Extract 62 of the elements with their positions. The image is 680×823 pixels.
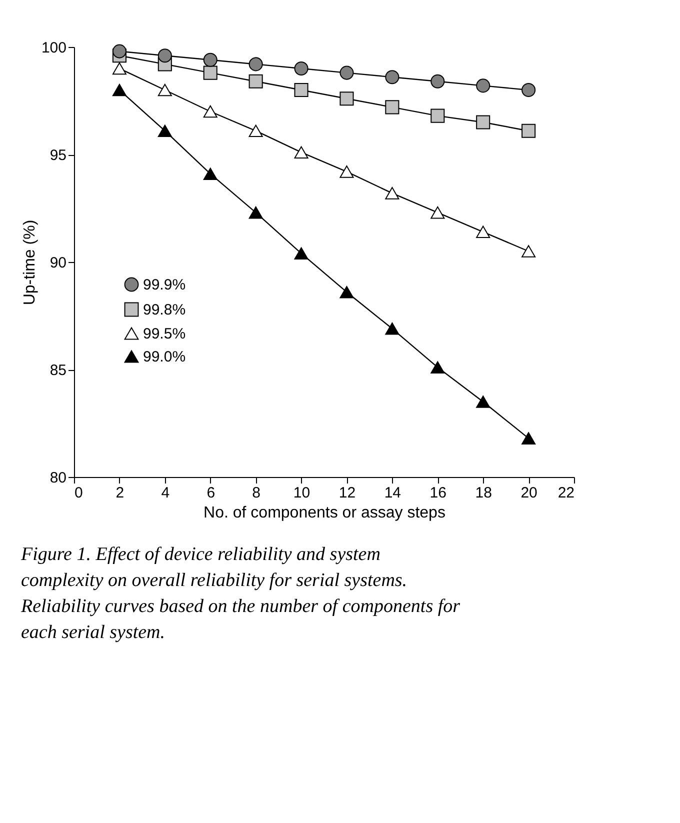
- point: [430, 74, 445, 88]
- point: [340, 92, 354, 106]
- point: [294, 247, 308, 260]
- point: [476, 78, 490, 93]
- x-tick-label: 6: [206, 484, 216, 502]
- point: [340, 166, 354, 178]
- x-tick-label: 18: [475, 484, 492, 502]
- y-axis-title: Up-time (%): [21, 220, 38, 306]
- point: [248, 57, 263, 72]
- x-axis-title: No. of components or assay steps: [204, 504, 446, 522]
- x-tick-label: 0: [74, 484, 83, 502]
- x-tick-label: 2: [116, 484, 124, 502]
- x-tick-label: 22: [558, 484, 574, 502]
- point: [522, 432, 536, 444]
- point: [522, 82, 536, 98]
- legend-label: 99.9%: [143, 276, 186, 294]
- y-tick-label: 80: [50, 470, 66, 486]
- point: [294, 146, 308, 158]
- point: [385, 100, 400, 114]
- point: [340, 66, 354, 80]
- point: [203, 52, 218, 67]
- y-tick-label: 95: [50, 147, 66, 164]
- x-tick-label: 14: [384, 484, 402, 502]
- point: [476, 396, 490, 408]
- legend-label: 99.8%: [143, 302, 186, 318]
- y-tick-label: 85: [50, 362, 66, 379]
- point: [430, 108, 445, 123]
- point: [158, 124, 172, 137]
- point: [203, 105, 218, 118]
- point: [476, 226, 490, 238]
- point: [112, 62, 126, 75]
- y-tick-label: 100: [41, 40, 66, 56]
- point: [385, 322, 400, 335]
- point: [248, 124, 263, 137]
- y-tick-label: 90: [50, 254, 66, 272]
- x-tick-label: 10: [293, 484, 310, 502]
- point: [522, 124, 536, 138]
- point: [203, 66, 218, 80]
- point: [294, 82, 308, 98]
- point: [476, 115, 490, 130]
- x-tick-label: 12: [338, 484, 356, 502]
- x-tick-label: 4: [161, 484, 170, 502]
- point: [385, 187, 400, 200]
- x-tick-label: 8: [252, 484, 260, 502]
- x-tick-label: 16: [430, 484, 446, 502]
- point: [248, 206, 263, 219]
- point: [112, 84, 126, 96]
- legend-label: 99.0%: [143, 348, 186, 366]
- legend-label: 99.5%: [143, 326, 186, 342]
- point: [430, 361, 445, 374]
- point: [112, 44, 126, 58]
- point: [430, 206, 445, 219]
- point: [158, 84, 172, 96]
- point: [340, 286, 354, 298]
- caption: Figure 1. Effect of device reliability and system complexity on overall reliability for serial systems. Reliability curves based on the number of components for each serial system.: [20, 544, 461, 643]
- point: [522, 245, 536, 258]
- point: [248, 74, 263, 88]
- point: [385, 70, 400, 84]
- point: [203, 168, 218, 180]
- point: [158, 48, 172, 63]
- point: [294, 61, 308, 76]
- x-tick-label: 20: [520, 484, 538, 502]
